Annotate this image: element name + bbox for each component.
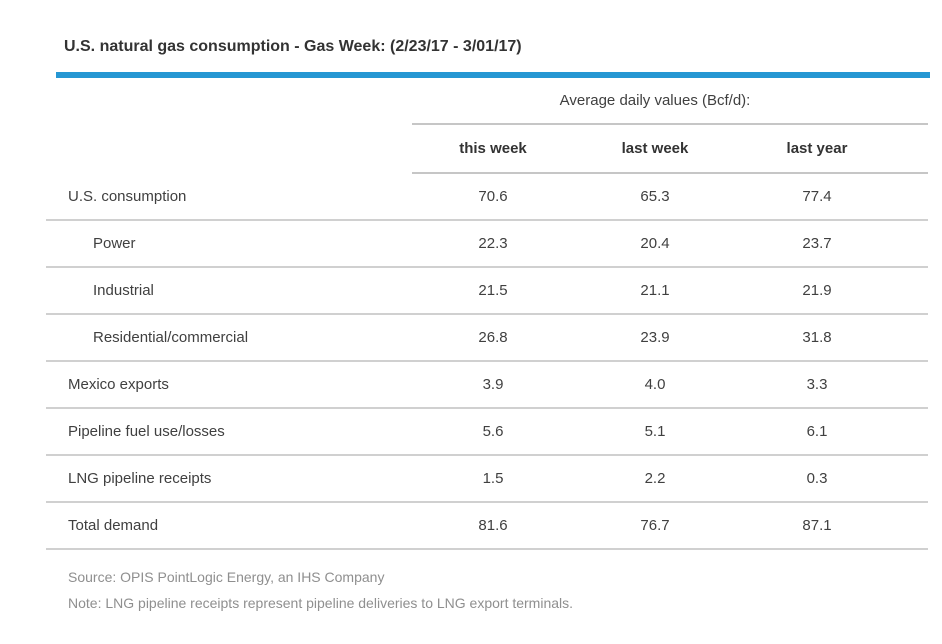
value-cell: 0.3	[806, 470, 828, 487]
table-row: Pipeline fuel use/losses 5.6 5.1 6.1	[46, 409, 928, 456]
value-cell: 3.3	[806, 376, 828, 393]
column-header-last-week: last week	[621, 140, 689, 157]
value-cell: 65.3	[640, 188, 670, 205]
row-values: 22.3 20.4 23.7	[412, 221, 928, 266]
value-cell: 87.1	[802, 517, 832, 534]
value-cell: 81.6	[478, 517, 508, 534]
value-cell: 26.8	[478, 329, 508, 346]
row-label: Industrial	[93, 282, 154, 299]
value-cell: 21.5	[478, 282, 508, 299]
table-row: Power 22.3 20.4 23.7	[46, 221, 928, 268]
value-cell: 5.1	[644, 423, 666, 440]
row-label: Mexico exports	[68, 376, 169, 393]
value-cell: 3.9	[482, 376, 504, 393]
figure-title: U.S. natural gas consumption - Gas Week:…	[64, 38, 522, 55]
table-spanner-row: Average daily values (Bcf/d):	[46, 78, 928, 125]
value-cell: 31.8	[802, 329, 832, 346]
source-text: Source: OPIS PointLogic Energy, an IHS C…	[68, 569, 385, 585]
row-label: U.S. consumption	[68, 188, 187, 205]
table-row: Mexico exports 3.9 4.0 3.3	[46, 362, 928, 409]
row-label: Total demand	[68, 517, 159, 534]
value-cell: 77.4	[802, 188, 832, 205]
value-cell: 76.7	[640, 517, 670, 534]
value-cell: 21.1	[640, 282, 670, 299]
value-cell: 5.6	[482, 423, 504, 440]
row-values: 70.6 65.3 77.4	[412, 174, 928, 219]
value-cell: 23.9	[640, 329, 670, 346]
note-text: Note: LNG pipeline receipts represent pi…	[68, 595, 574, 611]
row-label: Pipeline fuel use/losses	[68, 423, 225, 440]
header-cells: this week last week last year	[412, 125, 928, 174]
value-cell: 22.3	[478, 235, 508, 252]
table-spanner-label: Average daily values (Bcf/d):	[559, 92, 751, 109]
table-row: Industrial 21.5 21.1 21.9	[46, 268, 928, 315]
value-cell: 20.4	[640, 235, 670, 252]
row-values: 26.8 23.9 31.8	[412, 315, 928, 360]
table-header-row: this week last week last year	[46, 125, 928, 174]
row-values: 21.5 21.1 21.9	[412, 268, 928, 313]
value-cell: 21.9	[802, 282, 832, 299]
value-cell: 70.6	[478, 188, 508, 205]
column-header-last-year: last year	[786, 140, 848, 157]
row-label: Power	[93, 235, 136, 252]
row-label: Residential/commercial	[93, 329, 249, 346]
accent-rule	[56, 72, 930, 78]
header-spacer	[46, 125, 412, 174]
table-row: Total demand 81.6 76.7 87.1	[46, 503, 928, 550]
value-cell: 23.7	[802, 235, 832, 252]
row-values: 5.6 5.1 6.1	[412, 409, 928, 454]
row-values: 1.5 2.2 0.3	[412, 456, 928, 501]
column-header-this-week: this week	[459, 140, 527, 157]
spanner-cell: Average daily values (Bcf/d):	[412, 78, 928, 125]
row-values: 3.9 4.0 3.3	[412, 362, 928, 407]
spanner-spacer	[46, 78, 412, 125]
row-label: LNG pipeline receipts	[68, 470, 212, 487]
consumption-table: Average daily values (Bcf/d): this week …	[46, 78, 928, 616]
figure-footer: Source: OPIS PointLogic Energy, an IHS C…	[46, 550, 928, 616]
value-cell: 2.2	[644, 470, 666, 487]
row-values: 81.6 76.7 87.1	[412, 503, 928, 548]
table-row: U.S. consumption 70.6 65.3 77.4	[46, 174, 928, 221]
table-row: LNG pipeline receipts 1.5 2.2 0.3	[46, 456, 928, 503]
value-cell: 6.1	[806, 423, 828, 440]
value-cell: 4.0	[644, 376, 666, 393]
table-row: Residential/commercial 26.8 23.9 31.8	[46, 315, 928, 362]
value-cell: 1.5	[482, 470, 504, 487]
